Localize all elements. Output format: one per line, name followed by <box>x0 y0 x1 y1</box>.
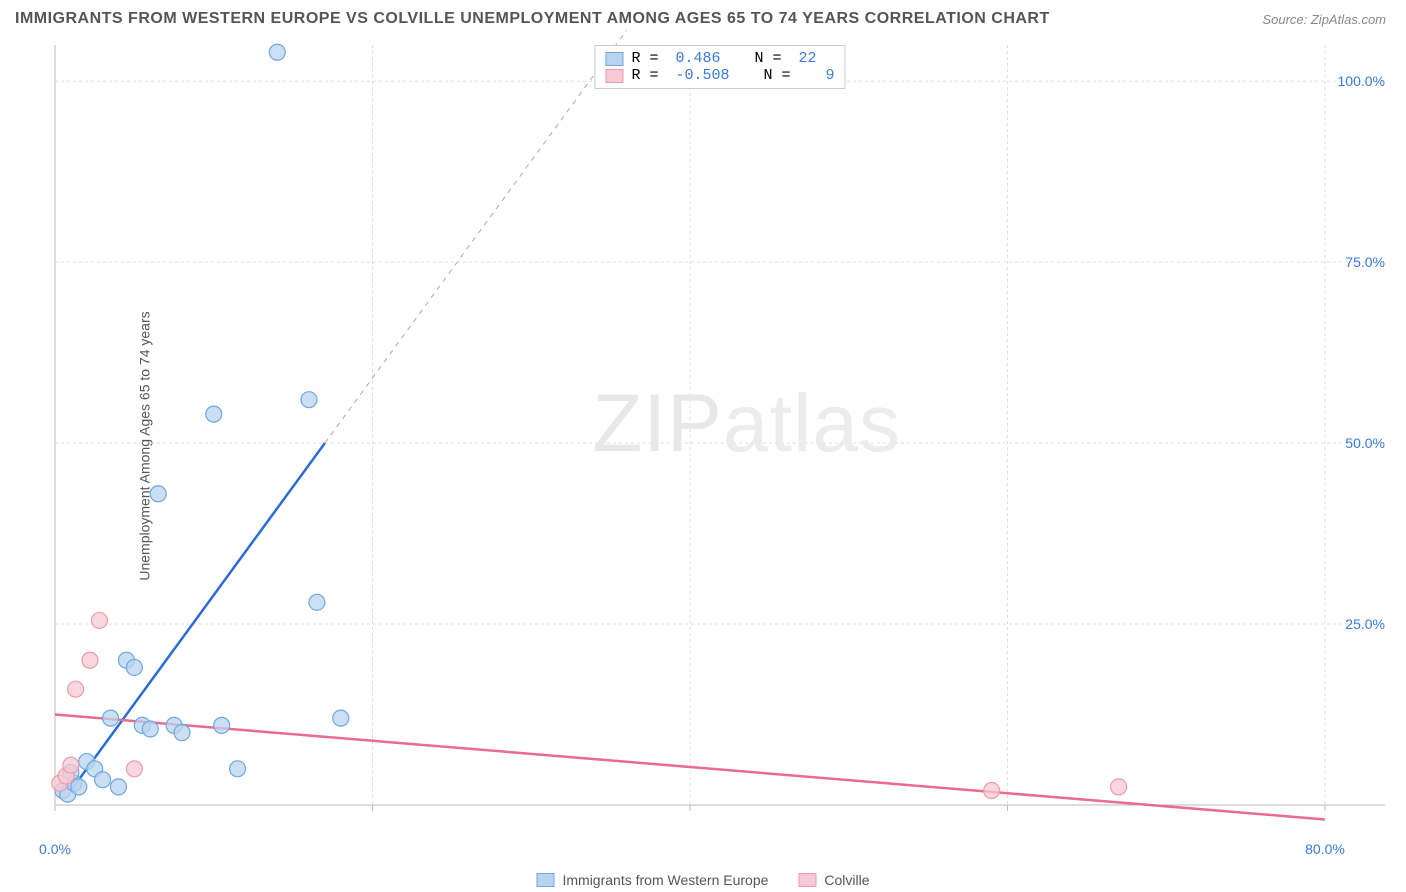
n-value-blue: 22 <box>799 50 817 67</box>
swatch-pink <box>605 69 623 83</box>
r-label: R = <box>631 50 667 67</box>
x-tick-label: 80.0% <box>1305 841 1345 857</box>
r-value-blue: 0.486 <box>675 50 720 67</box>
legend-label-pink: Colville <box>824 872 869 888</box>
source-attribution: Source: ZipAtlas.com <box>1262 12 1386 27</box>
n-label: N = <box>764 67 800 84</box>
y-tick-label: 100.0% <box>1338 73 1385 89</box>
plot-svg <box>55 45 1385 835</box>
legend-label-blue: Immigrants from Western Europe <box>562 872 768 888</box>
swatch-blue-icon <box>536 873 554 887</box>
swatch-blue <box>605 52 623 66</box>
legend-row-blue: R = 0.486 N = 22 <box>605 50 834 67</box>
legend-item-pink: Colville <box>798 872 869 888</box>
correlation-legend: R = 0.486 N = 22 R = -0.508 N = 9 <box>594 45 845 89</box>
n-value-pink: 9 <box>808 67 835 84</box>
swatch-pink-icon <box>798 873 816 887</box>
series-legend: Immigrants from Western Europe Colville <box>536 872 869 888</box>
y-tick-label: 50.0% <box>1345 435 1385 451</box>
scatter-plot: ZIPatlas 25.0%50.0%75.0%100.0% 0.0%80.0%… <box>55 45 1385 835</box>
r-value-pink: -0.508 <box>675 67 729 84</box>
legend-item-blue: Immigrants from Western Europe <box>536 872 768 888</box>
y-tick-label: 25.0% <box>1345 616 1385 632</box>
n-label: N = <box>755 50 791 67</box>
legend-row-pink: R = -0.508 N = 9 <box>605 67 834 84</box>
y-tick-label: 75.0% <box>1345 254 1385 270</box>
x-tick-label: 0.0% <box>39 841 71 857</box>
r-label: R = <box>631 67 667 84</box>
chart-title: IMMIGRANTS FROM WESTERN EUROPE VS COLVIL… <box>15 10 1050 28</box>
